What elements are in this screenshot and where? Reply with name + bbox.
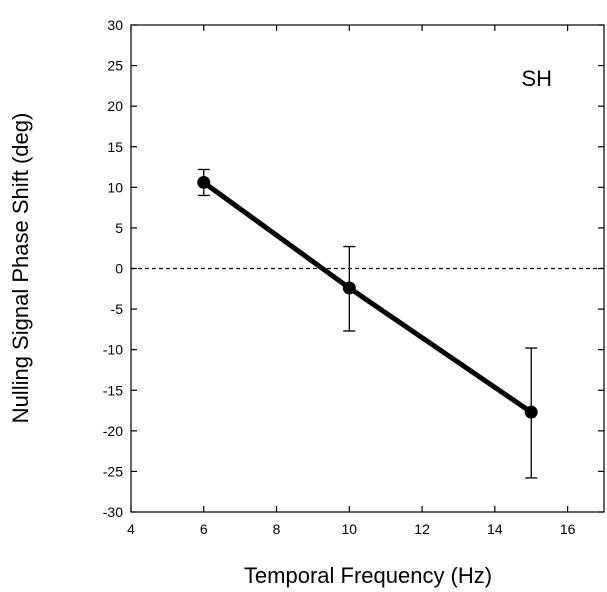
y-axis-title: Nulling Signal Phase Shift (deg) — [8, 113, 33, 424]
y-tick-label: 0 — [115, 261, 123, 277]
y-tick-label: 5 — [115, 220, 123, 236]
x-tick-label: 6 — [200, 521, 208, 537]
y-tick-label: 15 — [107, 139, 123, 155]
data-series-line — [202, 180, 533, 415]
data-point — [197, 175, 211, 189]
x-tick-label: 14 — [487, 521, 503, 537]
x-tick-labels: 4 6 8 10 12 14 16 — [127, 521, 576, 537]
series-line — [202, 180, 533, 415]
y-tick-label: 30 — [107, 17, 123, 33]
y-tick-label: -20 — [103, 423, 123, 439]
y-tick-label: -30 — [103, 504, 123, 520]
x-tick-label: 8 — [273, 521, 281, 537]
y-tick-labels: 30 25 20 15 10 5 0 -5 -10 -15 -20 -25 -30 — [103, 17, 123, 520]
data-point — [524, 405, 538, 419]
y-tick-label: 10 — [107, 179, 123, 195]
x-tick-label: 12 — [414, 521, 430, 537]
x-tick-label: 16 — [560, 521, 576, 537]
x-axis-title: Temporal Frequency (Hz) — [244, 563, 492, 588]
y-tick-label: -5 — [111, 301, 124, 317]
x-tick-label: 4 — [127, 521, 135, 537]
y-tick-label: 20 — [107, 98, 123, 114]
subject-annotation: SH — [521, 66, 552, 91]
y-tick-label: -25 — [103, 463, 123, 479]
y-tick-label: 25 — [107, 58, 123, 74]
plot-frame — [130, 24, 605, 513]
x-tick-label: 10 — [342, 521, 358, 537]
y-tick-label: -10 — [103, 342, 123, 358]
data-points — [197, 175, 538, 419]
y-tick-label: -15 — [103, 382, 123, 398]
data-point — [342, 281, 356, 295]
